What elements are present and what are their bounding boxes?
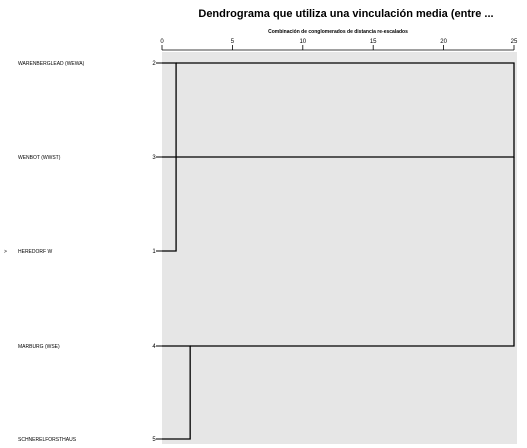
plot-background xyxy=(162,52,517,444)
dendrogram-links xyxy=(162,62,515,440)
leaf-labels: WARENBERGLEAD (WEWA) 2 WENBOT (WWST) 3 > HERE… xyxy=(4,61,162,443)
leaf-number: 2 xyxy=(152,61,156,67)
x-tick-label: 25 xyxy=(511,39,518,45)
chart-title: Dendrograma que utiliza una vinculación … xyxy=(198,8,493,20)
leaf-label: WARENBERGLEAD (WEWA) xyxy=(18,61,85,67)
leaf-marker: > xyxy=(4,249,7,255)
leaf-number: 3 xyxy=(152,155,156,161)
leaf-label: SCHNERELFORSTHAUS xyxy=(18,437,77,443)
leaf-number: 5 xyxy=(152,437,156,443)
leaf-label: MARBURG (WSE) xyxy=(18,344,60,350)
dendrogram-link xyxy=(190,157,515,347)
x-tick-label: 15 xyxy=(370,39,377,45)
x-tick-label: 20 xyxy=(440,39,447,45)
dendrogram-link xyxy=(162,62,515,158)
leaf-label: HEREDORF W xyxy=(18,249,52,255)
leaf-number: 1 xyxy=(152,249,156,255)
x-tick-label: 10 xyxy=(299,39,306,45)
x-tick-label: 0 xyxy=(160,39,164,45)
chart-subtitle: Combinación de conglomerados de distanci… xyxy=(268,29,408,35)
leaf-number: 4 xyxy=(152,344,156,350)
x-tick-label: 5 xyxy=(231,39,235,45)
x-axis-ticks: 0 5 10 15 20 25 xyxy=(160,39,518,50)
dendrogram-link xyxy=(162,345,191,440)
leaf-label: WENBOT (WWST) xyxy=(18,155,61,161)
